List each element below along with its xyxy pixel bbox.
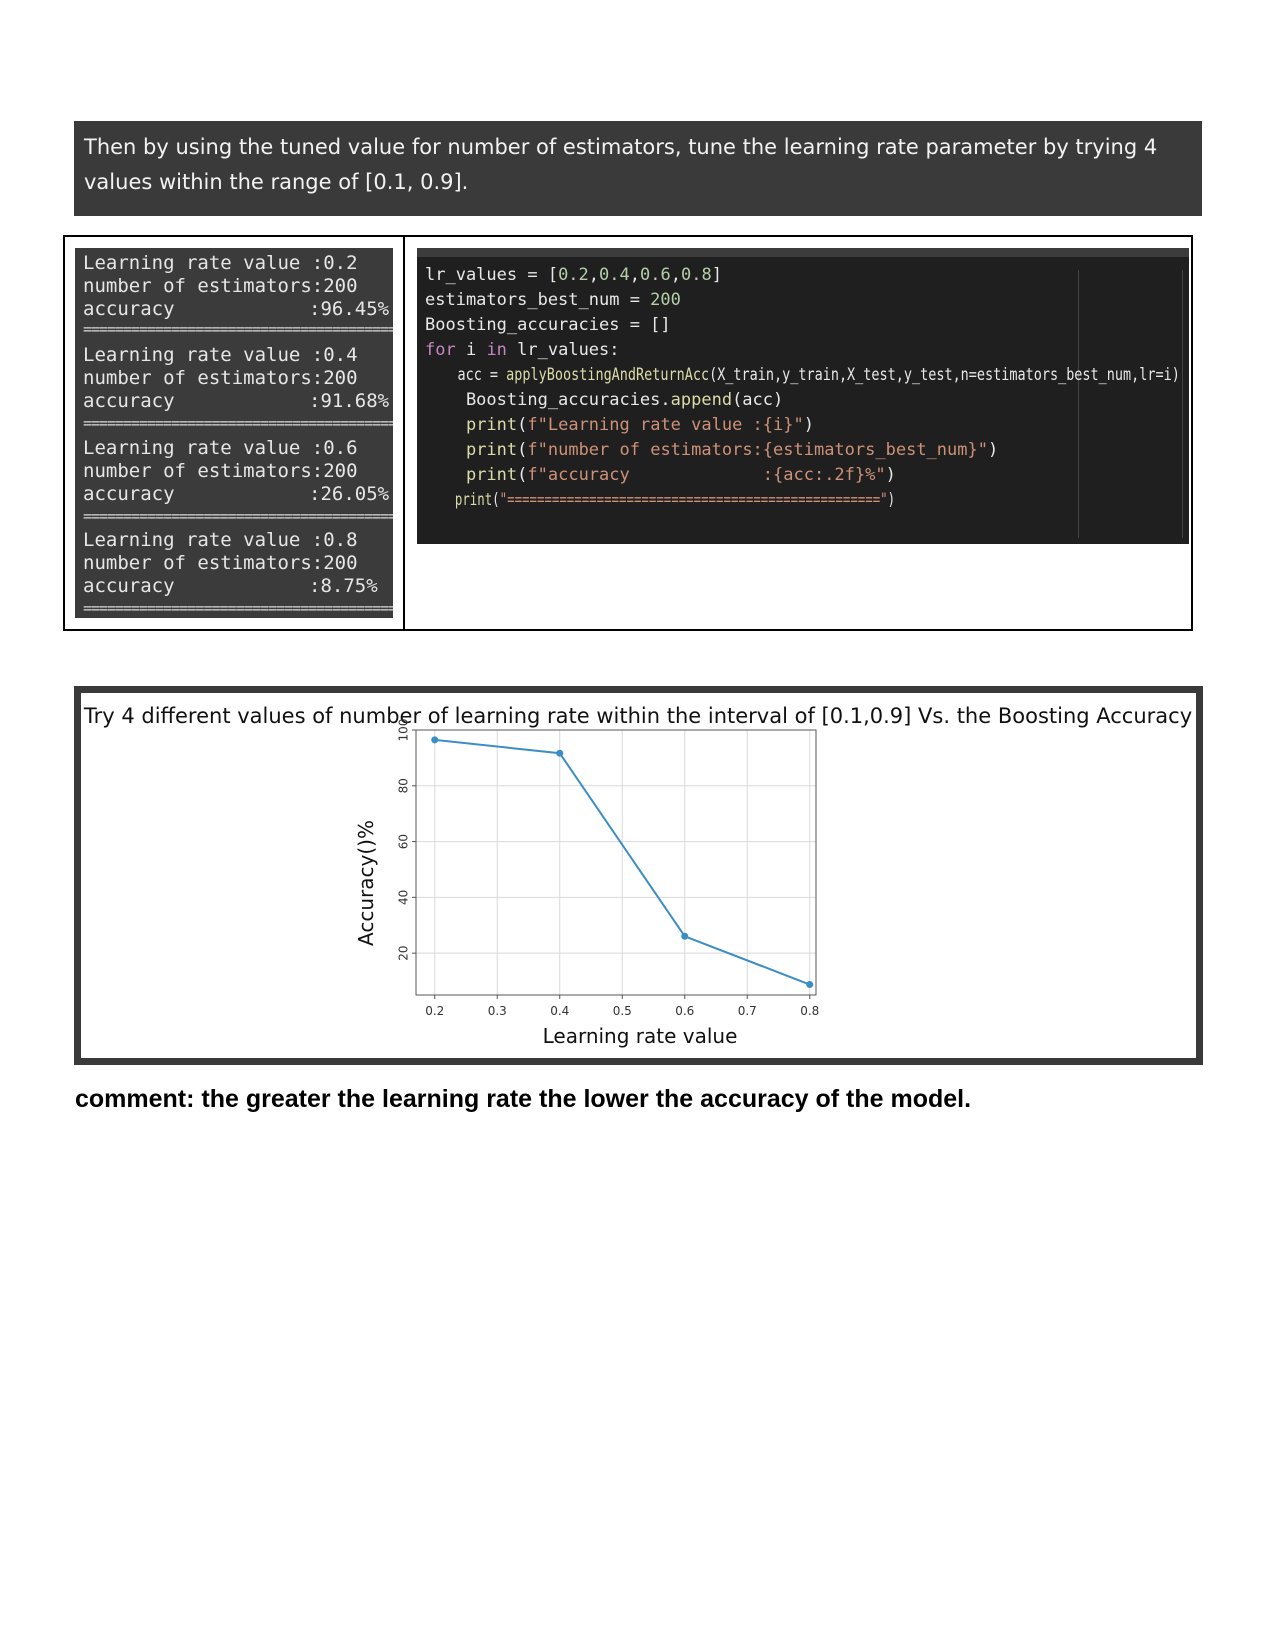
lr-line: Learning rate value :0.4 (83, 344, 358, 366)
x-axis-label: Learning rate value (543, 1024, 738, 1048)
code-line: print(f"Learning rate value :{i}") (465, 415, 814, 435)
accuracy-line: accuracy :96.45% (83, 298, 389, 321)
y-tick-label: 20 (397, 946, 411, 961)
accuracy-series-line (434, 738, 811, 986)
x-tick-label: 0.7 (738, 1004, 757, 1018)
x-tick-label: 0.6 (675, 1004, 694, 1018)
y-tick-label: 80 (397, 778, 411, 793)
code-line: for i in lr_values: (425, 340, 620, 360)
chart-title: Try 4 different values of number of lear… (83, 704, 1192, 728)
code-line: print(f"accuracy :{acc:.2f}%") (465, 465, 896, 485)
accuracy-line: accuracy :91.68% (83, 390, 389, 413)
editor-ruler (1182, 270, 1183, 538)
x-tick-label: 0.2 (425, 1004, 444, 1018)
accuracy-value: :96.45% (309, 298, 390, 320)
code-line: print("=================================… (454, 490, 896, 510)
output-block: Learning rate value :0.6 number of estim… (83, 437, 389, 506)
estimators-line: number of estimators:200 (83, 460, 358, 482)
x-tick-label: 0.8 (800, 1004, 819, 1018)
data-point (681, 932, 689, 940)
instruction-text: Then by using the tuned value for number… (84, 135, 1158, 194)
output-block: Learning rate value :0.4 number of estim… (83, 344, 389, 413)
output-block: Learning rate value :0.8 number of estim… (83, 529, 383, 598)
lr-line: Learning rate value :0.2 (83, 252, 358, 274)
y-tick-label: 40 (397, 890, 411, 905)
x-tick-label: 0.3 (488, 1004, 507, 1018)
estimators-line: number of estimators:200 (83, 367, 358, 389)
y-axis-label: Accuracy()% (354, 820, 378, 946)
data-point (556, 749, 564, 757)
editor-ruler (1078, 270, 1079, 538)
separator-line: ========================================… (83, 511, 393, 521)
accuracy-line: accuracy :26.05% (83, 483, 389, 506)
data-point (431, 736, 439, 744)
code-output-table: Learning rate value :0.2 number of estim… (63, 235, 1193, 631)
accuracy-line-chart: Try 4 different values of number of lear… (83, 704, 1192, 1048)
x-tick-label: 0.4 (550, 1004, 569, 1018)
editor-top-bar (417, 248, 1189, 257)
plot-area-frame (415, 729, 817, 996)
accuracy-value: :8.75% (309, 575, 378, 597)
table-divider (403, 237, 405, 629)
lr-line: Learning rate value :0.8 (83, 529, 358, 551)
accuracy-label: accuracy (83, 575, 175, 597)
console-output-panel: Learning rate value :0.2 number of estim… (75, 248, 393, 618)
separator-line: ========================================… (83, 324, 393, 334)
code-line: Boosting_accuracies = [] (425, 315, 671, 335)
code-line: lr_values = [0.2,0.4,0.6,0.8] (425, 265, 722, 285)
data-point (806, 981, 814, 989)
chart-frame: Try 4 different values of number of lear… (74, 686, 1203, 1065)
code-editor-panel: lr_values = [0.2,0.4,0.6,0.8] estimators_… (417, 248, 1189, 544)
accuracy-label: accuracy (83, 298, 175, 320)
estimators-line: number of estimators:200 (83, 275, 358, 297)
accuracy-label: accuracy (83, 390, 175, 412)
instruction-banner: Then by using the tuned value for number… (74, 121, 1202, 216)
code-line: estimators_best_num = 200 (425, 290, 681, 310)
accuracy-value: :91.68% (309, 390, 390, 412)
separator-line: ========================================… (83, 603, 393, 613)
y-tick-label: 100 (397, 719, 411, 742)
comment-text: comment: the greater the learning rate t… (75, 1085, 972, 1113)
accuracy-value: :26.05% (309, 483, 390, 505)
accuracy-label: accuracy (83, 483, 175, 505)
code-line: print(f"number of estimators:{estimators… (465, 440, 999, 460)
lr-line: Learning rate value :0.6 (83, 437, 358, 459)
y-tick-label: 60 (397, 834, 411, 849)
code-line: Boosting_accuracies.append(acc) (425, 390, 784, 410)
output-block: Learning rate value :0.2 number of estim… (83, 252, 389, 321)
accuracy-line: accuracy :8.75% (83, 575, 383, 598)
x-tick-label: 0.5 (613, 1004, 632, 1018)
code-line: acc = applyBoostingAndReturnAcc(X_train,… (425, 365, 1180, 385)
separator-line: ========================================… (83, 418, 393, 428)
estimators-line: number of estimators:200 (83, 552, 358, 574)
